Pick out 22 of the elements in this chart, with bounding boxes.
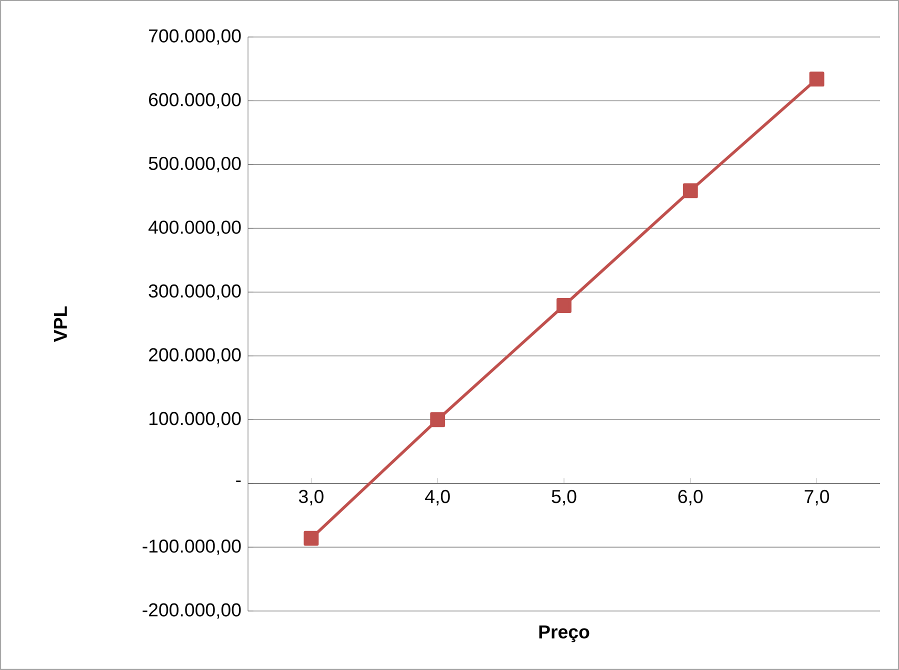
y-tick-label: 600.000,00 <box>149 93 241 108</box>
point <box>682 183 698 198</box>
y-tick-label: 300.000,00 <box>148 284 241 300</box>
point <box>430 412 446 428</box>
x-tick-label: 3,0 <box>298 490 324 506</box>
x-tick-label: 6,0 <box>678 490 703 506</box>
y-tick-label: 200.000,00 <box>149 348 241 364</box>
x-tick-label: 5,0 <box>552 490 576 506</box>
point <box>809 72 824 87</box>
x-tick-label: 7,0 <box>804 490 830 506</box>
y-tick-label: 500.000,00 <box>148 156 241 172</box>
x-axis-title: Preço <box>539 625 590 642</box>
y-tick-label: - <box>236 480 241 482</box>
point <box>304 530 319 546</box>
y-tick-label: 400.000,00 <box>148 220 241 236</box>
y-tick-label: 100.000,00 <box>150 412 241 428</box>
x-tick-label: 4,0 <box>425 490 450 506</box>
y-tick-label: -100.000,00 <box>142 539 241 555</box>
y-axis-title: VPL <box>54 306 67 342</box>
y-tick-label: 700.000,00 <box>149 29 241 45</box>
point <box>556 298 572 313</box>
y-tick-label: -200.000,00 <box>142 603 241 619</box>
